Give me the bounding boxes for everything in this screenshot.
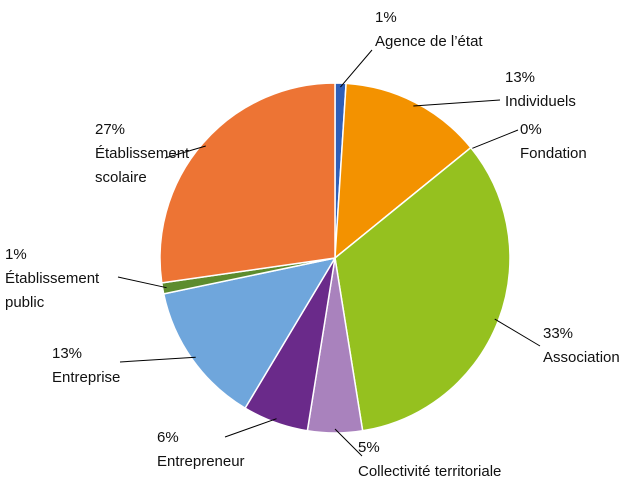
value-label: 5% (358, 439, 380, 456)
slice-label: 0% Fondation (520, 118, 630, 166)
value-label: 27% (95, 121, 126, 138)
pie-slice (159, 82, 336, 284)
category-label: Entrepreneur (157, 453, 245, 470)
slice-label: 1% Agence de l’état (375, 6, 535, 54)
category-label: Collectivité territoriale (358, 463, 502, 477)
category-label: Individuels (505, 93, 576, 110)
value-label: 1% (375, 9, 397, 26)
pie-slice (334, 146, 511, 432)
slice-label: 27% Établissement scolaire (95, 118, 225, 190)
slice-label: 1% Établissement public (5, 243, 125, 315)
category-label: Établissement public (5, 270, 100, 311)
slice-label: 13% Individuels (505, 66, 615, 114)
leader-line (119, 356, 196, 363)
value-label: 13% (505, 69, 536, 86)
category-label: Entreprise (52, 369, 121, 386)
leader-line (117, 276, 167, 289)
slice-label: 33% Association (543, 322, 643, 370)
leader-line (467, 129, 519, 151)
leader-line (413, 99, 501, 107)
leader-line (340, 49, 373, 88)
slice-label: 5% Collectivité territoriale (358, 436, 588, 477)
value-label: 13% (52, 345, 83, 362)
leader-line (224, 418, 277, 438)
value-label: 0% (520, 121, 542, 138)
pie-slice (334, 82, 472, 260)
value-label: 33% (543, 325, 574, 342)
leader-line (334, 428, 363, 457)
slice-label: 6% Entrepreneur (157, 426, 277, 474)
category-label: Association (543, 349, 620, 366)
category-label: Fondation (520, 145, 587, 162)
value-label: 6% (157, 429, 179, 446)
category-label: Agence de l’état (375, 33, 483, 50)
category-label: Établissement scolaire (95, 145, 190, 186)
leader-line (494, 318, 541, 347)
value-label: 1% (5, 246, 27, 263)
pie-slice (162, 256, 337, 410)
leader-line (164, 145, 206, 159)
slice-label: 13% Entreprise (52, 342, 162, 390)
